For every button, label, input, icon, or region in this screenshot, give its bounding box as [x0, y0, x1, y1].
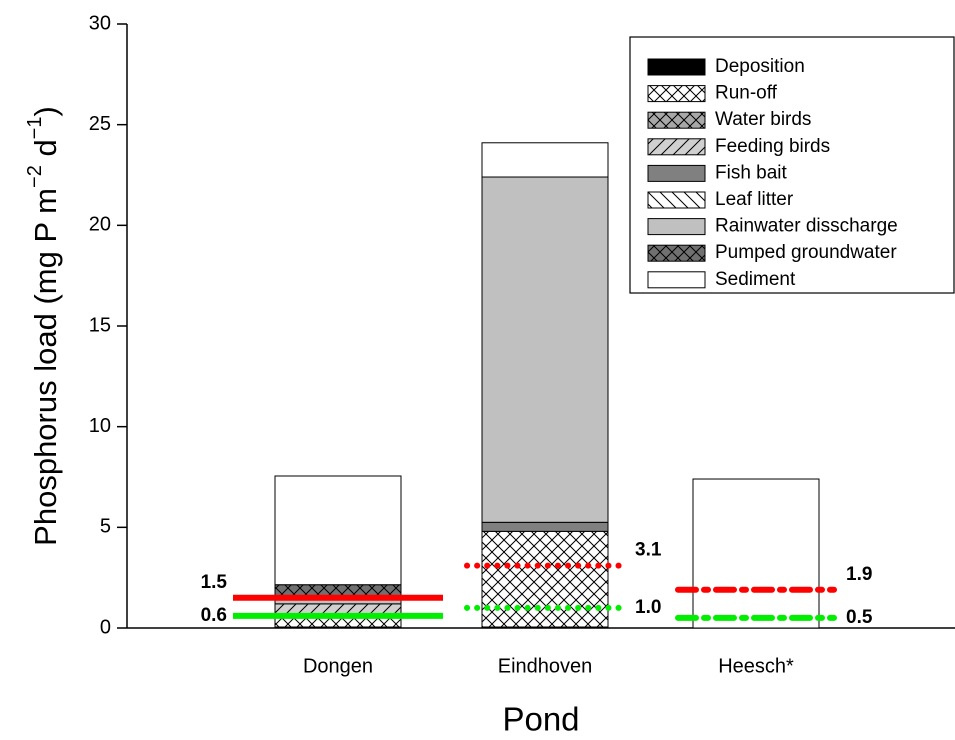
y-axis-title: Phosphorus load (mg P m−2 d−1) — [24, 106, 63, 546]
y-tick-label: 10 — [89, 415, 111, 437]
legend-label: Pumped groundwater — [715, 242, 897, 263]
bar-segment — [481, 530, 609, 628]
y-axis-title-part: Phosphorus load (mg P m — [28, 188, 63, 546]
x-tick-label: Heesch* — [718, 655, 794, 677]
reference-label: 0.5 — [846, 607, 873, 628]
y-tick-label: 0 — [100, 616, 111, 638]
reference-label: 1.0 — [635, 597, 661, 618]
y-axis-title-part: d — [28, 139, 63, 165]
legend-label: Water birds — [715, 109, 811, 130]
bar-segment — [481, 521, 609, 532]
x-tick-label: Eindhoven — [498, 655, 593, 677]
legend-label: Rainwater disscharge — [715, 216, 898, 237]
bar-segment — [481, 176, 609, 523]
legend-swatch — [647, 218, 706, 236]
reference-label: 0.6 — [201, 605, 227, 626]
y-axis-title-part: ) — [28, 106, 63, 116]
y-tick-label: 15 — [89, 314, 111, 336]
legend-label: Fish bait — [715, 162, 788, 183]
bar-segment — [274, 584, 402, 597]
legend-swatch — [647, 85, 706, 103]
y-tick-label: 5 — [100, 516, 111, 538]
legend-label: Run-off — [715, 83, 778, 104]
bar-segment — [274, 475, 402, 586]
x-tick-label: Dongen — [303, 655, 373, 677]
reference-label: 3.1 — [635, 540, 662, 561]
x-axis-title: Pond — [502, 701, 579, 738]
y-tick-label: 25 — [89, 113, 111, 135]
legend-label: Leaf litter — [715, 189, 794, 210]
legend-label: Sediment — [715, 269, 796, 290]
legend-swatch — [647, 138, 706, 156]
bar-segment — [692, 478, 820, 629]
legend-swatch — [647, 191, 706, 209]
legend-swatch — [647, 271, 706, 289]
legend-label: Deposition — [715, 56, 805, 77]
y-axis-title-part: −2 — [24, 165, 46, 188]
y-axis-title-part: −1 — [24, 117, 46, 140]
bar-segment — [274, 617, 402, 628]
y-tick-label: 20 — [89, 214, 111, 236]
legend-swatch — [647, 244, 706, 262]
legend-swatch — [647, 164, 706, 182]
legend-swatch — [647, 58, 706, 76]
legend-label: Feeding birds — [715, 136, 830, 157]
reference-label: 1.5 — [201, 572, 228, 593]
legend-swatch — [647, 111, 706, 129]
bar-segment — [481, 142, 609, 178]
reference-label: 1.9 — [846, 564, 872, 585]
y-tick-label: 30 — [89, 12, 111, 34]
